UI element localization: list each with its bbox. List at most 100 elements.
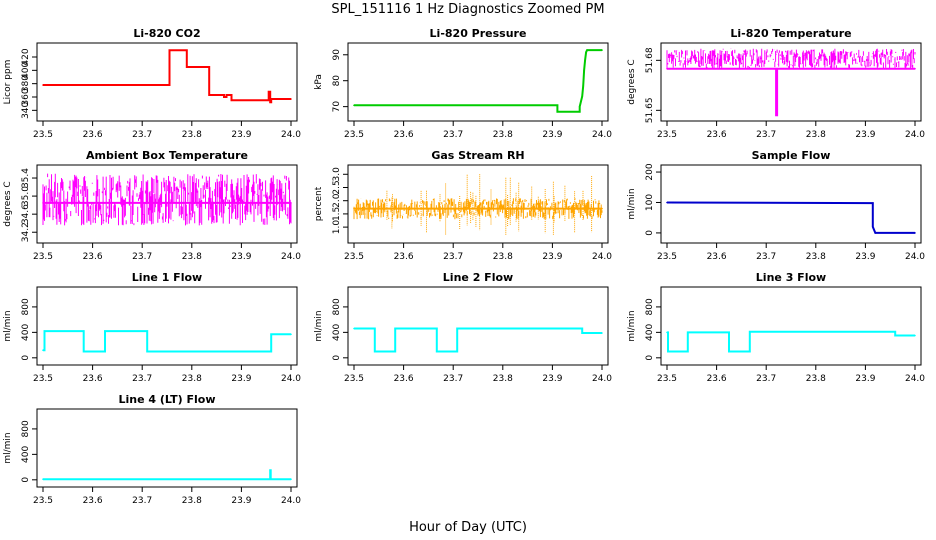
x-tick-label: 23.8 (182, 374, 202, 384)
series-point (581, 332, 583, 334)
x-tick-label: 23.9 (231, 374, 251, 384)
x-tick-label: 23.5 (33, 130, 53, 140)
y-tick-label: 35.0 (21, 186, 31, 206)
x-tick-label: 23.5 (33, 496, 53, 506)
series-line (43, 49, 291, 104)
x-tick-label: 23.7 (443, 374, 463, 384)
x-tick-label: 24.0 (281, 130, 301, 140)
series-point (666, 67, 668, 70)
x-tick-label: 23.5 (33, 252, 53, 262)
y-tick-label: 2.5 (332, 180, 342, 194)
series-point (872, 202, 874, 204)
y-tick-label: 800 (21, 298, 31, 315)
series-point (146, 330, 148, 332)
plot-frame (36, 286, 298, 366)
figure-title: SPL_151116 1 Hz Diagnostics Zoomed PM (331, 2, 604, 17)
series-point (601, 207, 603, 210)
panel-title: Line 3 Flow (756, 271, 826, 284)
series-point (269, 478, 272, 481)
series-point (436, 327, 438, 330)
series-point (104, 330, 106, 332)
panels-grid: Li-820 CO2 Licor ppm 23.5 23.6 23.7 23.8 23.9 2… (3, 27, 925, 506)
series-point (42, 478, 44, 481)
series-point (270, 101, 273, 104)
panel-title: Li-820 Temperature (730, 27, 851, 40)
plot-frame (660, 286, 922, 366)
series-line (43, 469, 291, 481)
series-point (208, 94, 210, 96)
x-tick-label: 23.7 (756, 130, 776, 140)
panel-sample-flow: Sample Flow ml/min 23.5 23.6 23.7 23.8 23.9 24.… (627, 149, 925, 262)
panel-line-2-flow: Line 2 Flow ml/min 23.5 23.6 23.7 23.8 23.9 24.… (314, 271, 612, 384)
x-tick-label: 23.5 (344, 130, 364, 140)
series-point (728, 331, 730, 334)
series-point (269, 469, 272, 472)
figure-x-label: Hour of Day (UTC) (409, 520, 527, 535)
y-tick-label: 70 (332, 101, 342, 113)
y-axis-label: ml/min (627, 310, 637, 341)
y-tick-label: 400 (21, 446, 31, 463)
series-point (146, 350, 148, 353)
plot-frame (347, 164, 609, 244)
plot-frame (347, 42, 609, 122)
y-tick-label: 34.2 (21, 222, 31, 242)
panel-ambient-box-temperature: Ambient Box Temperature degrees C 23.5 23.6… (3, 149, 301, 262)
series-point (267, 99, 270, 102)
panel-line-3-flow: Line 3 Flow ml/min 23.5 23.6 23.7 23.8 23.9 24.… (627, 271, 925, 384)
y-axis-label: ml/min (314, 310, 324, 341)
x-tick-label: 23.7 (443, 130, 463, 140)
series-point (776, 114, 778, 117)
x-tick-label: 23.5 (344, 374, 364, 384)
series-point (601, 332, 603, 334)
x-tick-label: 23.5 (657, 374, 677, 384)
series-point (456, 350, 459, 353)
x-tick-label: 24.0 (905, 130, 925, 140)
series-point (42, 84, 44, 86)
series-point (290, 202, 292, 204)
series-point (556, 111, 559, 113)
series-point (374, 327, 376, 330)
series-point (168, 49, 171, 52)
series-point (42, 349, 44, 352)
series-point (556, 104, 559, 107)
series-point (104, 350, 106, 353)
x-tick-label: 23.7 (756, 252, 776, 262)
y-tick-label: 800 (645, 298, 655, 315)
series-point (290, 478, 292, 481)
plot-frame (660, 164, 922, 244)
plot-frame (36, 408, 298, 488)
series-point (223, 94, 225, 96)
y-tick-label: 34.6 (21, 204, 31, 224)
series-point (456, 327, 459, 330)
x-tick-label: 23.5 (344, 252, 364, 262)
series-point (687, 331, 689, 334)
x-tick-label: 24.0 (281, 252, 301, 262)
y-axis-label: degrees C (627, 59, 637, 104)
x-tick-label: 24.0 (905, 374, 925, 384)
panel-li-820-co2: Li-820 CO2 Licor ppm 23.5 23.6 23.7 23.8 23.9 2… (3, 27, 301, 140)
plot-frame (347, 286, 609, 366)
series-point (749, 350, 751, 353)
x-tick-label: 23.6 (394, 374, 414, 384)
x-tick-label: 23.9 (231, 252, 251, 262)
series-point (225, 94, 228, 96)
y-tick-label: 51.65 (645, 97, 655, 123)
x-tick-label: 23.5 (657, 130, 677, 140)
series-point (208, 66, 210, 68)
y-tick-label: 400 (21, 324, 31, 341)
x-tick-label: 23.9 (542, 252, 562, 262)
plot-frame (36, 42, 298, 122)
series-point (186, 49, 188, 52)
x-tick-label: 23.8 (182, 252, 202, 262)
panel-title: Li-820 Pressure (430, 27, 527, 40)
y-tick-label: 3.0 (332, 167, 342, 182)
series-point (225, 96, 228, 98)
panel-title: Li-820 CO2 (133, 27, 200, 40)
series-point (168, 84, 171, 86)
x-tick-label: 23.6 (707, 130, 727, 140)
panel-title: Line 4 (LT) Flow (119, 393, 216, 406)
y-tick-label: 0 (645, 230, 655, 236)
series-point (776, 67, 778, 70)
panel-title: Sample Flow (752, 149, 831, 162)
